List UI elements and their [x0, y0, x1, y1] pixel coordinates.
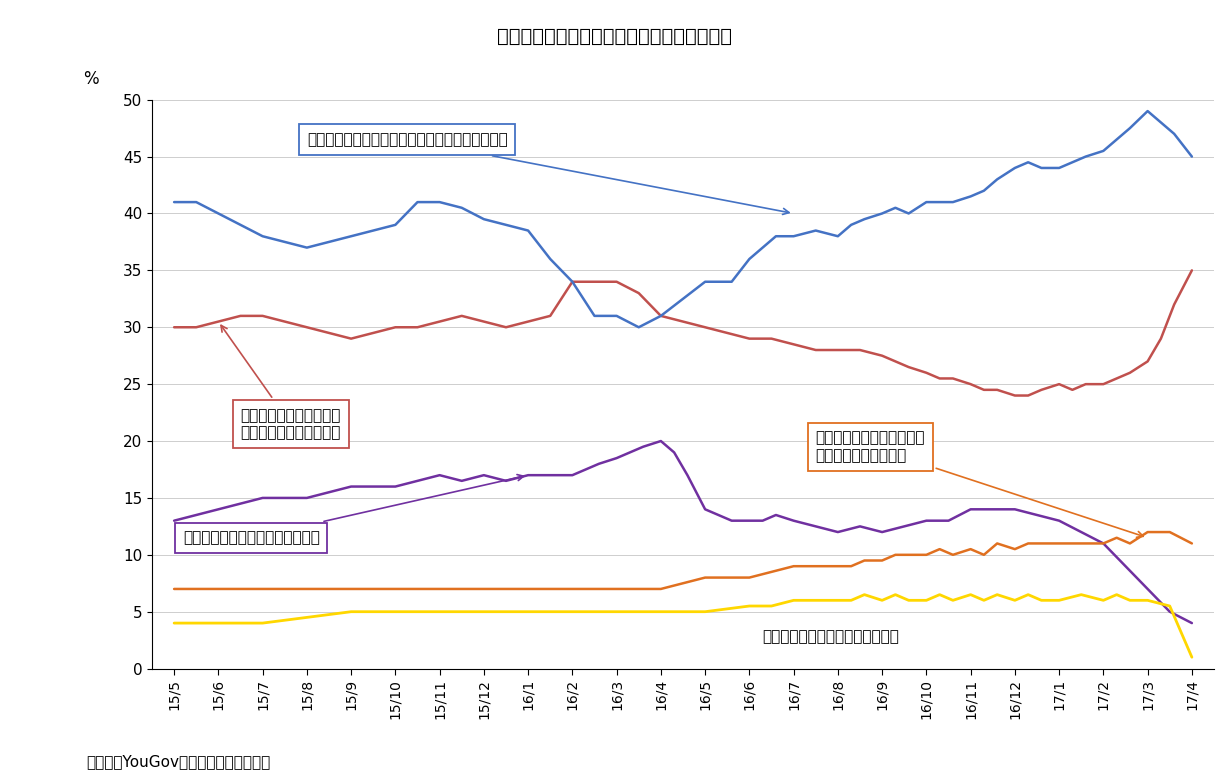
Text: ＵＫＩＰ（完全にクリアな離脱）: ＵＫＩＰ（完全にクリアな離脱） [183, 475, 524, 545]
Text: ＳＮＰ（ハードな離脱なら独立）: ＳＮＰ（ハードな離脱なら独立） [763, 629, 900, 644]
Text: 保守党（ハードな離脱、悪条件なら協定なしも）: 保守党（ハードな離脱、悪条件なら協定なしも） [307, 132, 789, 215]
Text: 自由民主党（協定への賛否
を問う国民投票実施）: 自由民主党（協定への賛否 を問う国民投票実施） [816, 430, 1143, 537]
Text: （資料）YouGov、各党マニフェスト等: （資料）YouGov、各党マニフェスト等 [86, 754, 270, 769]
Text: %: % [84, 70, 98, 88]
Text: 労働党（ソフトな離脱、
協定なしの離脱は拒否）: 労働党（ソフトな離脱、 協定なしの離脱は拒否） [221, 326, 340, 440]
Text: 英国の政党別支持率とＥＵ離脱に関する主張: 英国の政党別支持率とＥＵ離脱に関する主張 [497, 27, 732, 46]
